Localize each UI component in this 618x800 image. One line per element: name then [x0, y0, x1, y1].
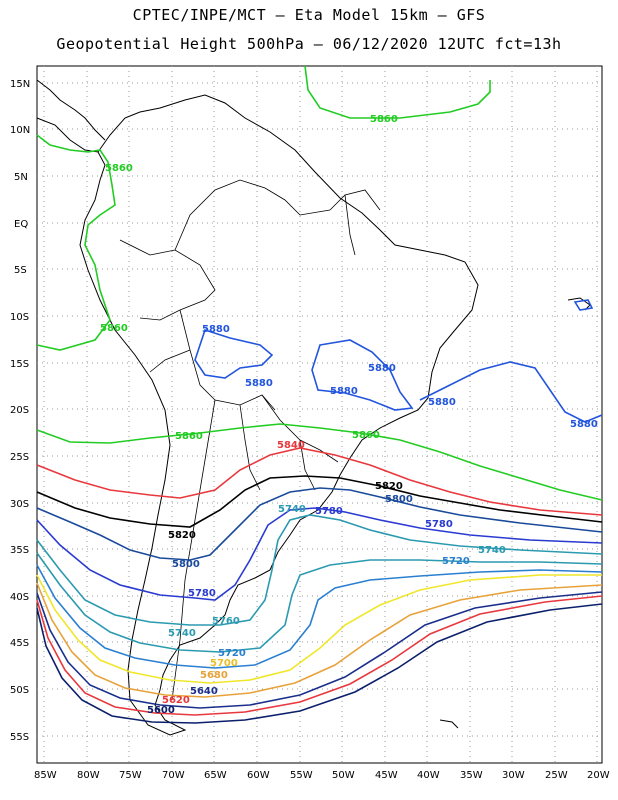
lat-tick: 5N [14, 172, 28, 183]
contour-5700 [36, 574, 602, 684]
contour-5860-west [36, 134, 116, 351]
lon-tick: 55W [290, 770, 313, 781]
contour-label: 5780 [315, 506, 343, 517]
contour-label: 5820 [168, 530, 196, 541]
lat-tick: 15S [10, 359, 29, 370]
map-title-line1: CPTEC/INPE/MCT – Eta Model 15km – GFS [132, 6, 486, 24]
contour-5880-c [419, 361, 603, 423]
lat-tick: 25S [10, 452, 29, 463]
lat-tick: 50S [10, 685, 29, 696]
contour-label: 5640 [190, 686, 218, 697]
lat-tick: 45S [10, 638, 29, 649]
lat-tick: 10S [10, 312, 29, 323]
contour-labels: 5860 5860 5860 5860 5860 5880 5880 5880 … [100, 114, 598, 716]
lon-tick: 45W [375, 770, 398, 781]
contour-5880-a [194, 328, 274, 379]
contour-label: 5880 [428, 397, 456, 408]
longitude-gridlines [43, 66, 598, 763]
contour-label: 5600 [147, 705, 175, 716]
contour-label: 5880 [202, 324, 230, 335]
lon-tick: 30W [502, 770, 525, 781]
contour-5680 [36, 582, 603, 698]
contour-5640 [36, 591, 603, 709]
contour-5600 [36, 603, 603, 724]
contour-label: 5860 [175, 431, 203, 442]
lon-tick: 75W [119, 770, 142, 781]
contour-5860-north [304, 65, 491, 119]
lat-tick: 10N [10, 125, 30, 136]
contour-5620 [36, 595, 603, 716]
lat-tick: 35S [10, 545, 29, 556]
longitude-axis: 85W 80W 75W 70W 65W 60W 55W 50W 45W 40W … [34, 770, 610, 781]
coastline [36, 79, 591, 736]
contour-5840 [36, 447, 603, 516]
contour-5780 [36, 507, 603, 601]
contour-label: 5740 [478, 545, 506, 556]
contour-label: 5840 [277, 440, 305, 451]
contour-label: 5700 [210, 658, 238, 669]
contour-5880-d [573, 299, 594, 311]
contour-label: 5740 [168, 628, 196, 639]
contour-label: 5760 [212, 616, 240, 627]
contour-label: 5740 [278, 504, 306, 515]
contour-5740 [36, 552, 603, 653]
contour-label: 5880 [245, 378, 273, 389]
lon-tick: 40W [417, 770, 440, 781]
contour-label: 5860 [100, 323, 128, 334]
lat-tick: 20S [10, 405, 29, 416]
contour-5720 [36, 564, 603, 669]
contour-5800 [36, 487, 603, 561]
contour-label: 5820 [375, 481, 403, 492]
lat-tick: 40S [10, 592, 29, 603]
contour-lines [36, 65, 603, 724]
lat-tick: 5S [14, 265, 27, 276]
contour-label: 5860 [370, 114, 398, 125]
contour-label: 5880 [330, 386, 358, 397]
lon-tick: 85W [34, 770, 57, 781]
contour-5760 [36, 514, 603, 626]
latitude-axis: 15N 10N 5N EQ 5S 10S 15S 20S 25S 30S 35S… [10, 79, 30, 743]
contour-label: 5720 [218, 648, 246, 659]
lon-tick: 60W [247, 770, 270, 781]
contour-label: 5620 [162, 695, 190, 706]
lat-tick: 30S [10, 499, 29, 510]
contour-label: 5860 [105, 163, 133, 174]
map-title-line2: Geopotential Height 500hPa – 06/12/2020 … [56, 35, 562, 53]
contour-label: 5860 [352, 430, 380, 441]
lon-tick: 70W [162, 770, 185, 781]
contour-5880-b [311, 339, 414, 411]
lon-tick: 35W [460, 770, 483, 781]
lat-tick: EQ [14, 219, 28, 230]
contour-label: 5720 [442, 556, 470, 567]
contour-label: 5880 [368, 363, 396, 374]
contour-label: 5780 [188, 588, 216, 599]
lon-tick: 80W [77, 770, 100, 781]
lat-tick: 15N [10, 79, 30, 90]
lat-tick: 55S [10, 732, 29, 743]
contour-5860-south [36, 423, 603, 501]
contour-label: 5800 [172, 559, 200, 570]
contour-label: 5780 [425, 519, 453, 530]
contour-label: 5800 [385, 494, 413, 505]
contour-5820 [36, 475, 603, 528]
contour-label: 5680 [200, 670, 228, 681]
lon-tick: 25W [545, 770, 568, 781]
lon-tick: 65W [204, 770, 227, 781]
lon-tick: 50W [332, 770, 355, 781]
lon-tick: 20W [587, 770, 610, 781]
contour-label: 5880 [570, 419, 598, 430]
